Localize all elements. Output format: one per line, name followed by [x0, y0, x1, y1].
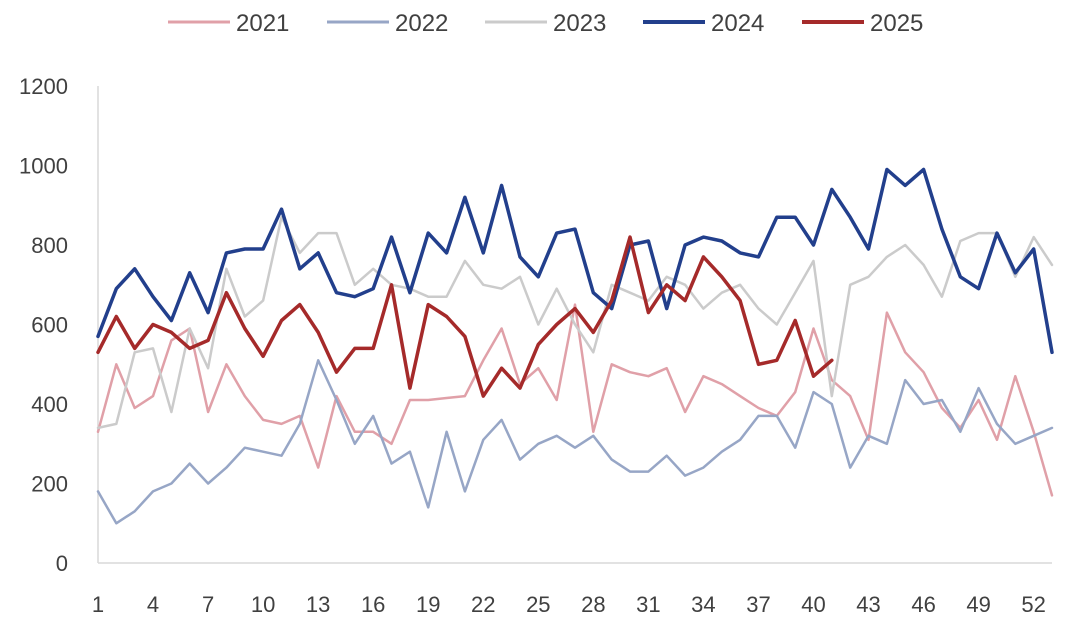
x-tick-label: 22	[471, 592, 495, 617]
y-tick-label: 0	[56, 551, 68, 576]
y-tick-label: 1200	[19, 74, 68, 99]
legend: 2021 2022 2023 2024 2025	[168, 10, 923, 37]
axes: 0 200 400 600 800 1000 1200 1 4 7 10 13 16 19 22 25 28 31…	[19, 74, 1052, 617]
legend-label-2022: 2022	[395, 10, 448, 37]
series-line-2021	[96, 303, 1054, 497]
y-tick-label: 600	[31, 313, 68, 338]
series-line-2024	[96, 167, 1054, 355]
x-tick-label: 31	[636, 592, 660, 617]
x-tick-label: 46	[911, 592, 935, 617]
y-tick-label: 200	[31, 472, 68, 497]
y-tick-label: 400	[31, 392, 68, 417]
x-tick-label: 4	[147, 592, 159, 617]
x-tick-label: 25	[526, 592, 550, 617]
x-tick-label: 52	[1021, 592, 1045, 617]
legend-label-2024: 2024	[711, 10, 764, 37]
legend-label-2021: 2021	[236, 10, 289, 37]
series-line-2025	[96, 235, 834, 398]
legend-label-2025: 2025	[870, 10, 923, 37]
x-tick-label: 7	[202, 592, 214, 617]
plot-area	[96, 167, 1054, 525]
x-tick-label: 40	[801, 592, 825, 617]
x-tick-label: 49	[966, 592, 990, 617]
legend-label-2023: 2023	[553, 10, 606, 37]
x-tick-label: 16	[361, 592, 385, 617]
x-tick-label: 10	[251, 592, 275, 617]
x-tick-label: 34	[691, 592, 715, 617]
x-tick-label: 28	[581, 592, 605, 617]
x-tick-label: 43	[856, 592, 880, 617]
series-line-2022	[96, 359, 1054, 525]
x-tick-label: 1	[92, 592, 104, 617]
y-tick-label: 800	[31, 233, 68, 258]
x-tick-label: 37	[746, 592, 770, 617]
x-tick-label: 13	[306, 592, 330, 617]
series-line-2023	[96, 215, 1054, 430]
y-tick-label: 1000	[19, 154, 68, 179]
x-tick-label: 19	[416, 592, 440, 617]
